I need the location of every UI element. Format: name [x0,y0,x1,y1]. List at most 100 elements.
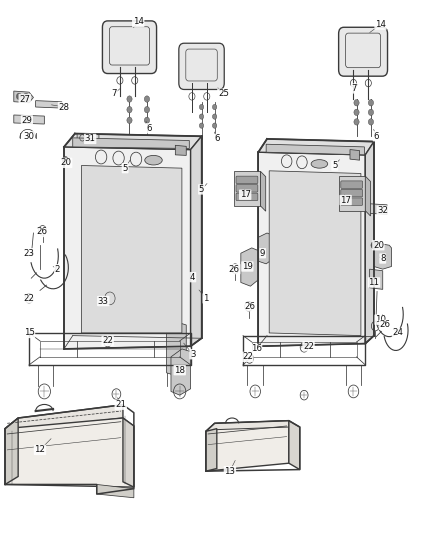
Text: 6: 6 [146,124,152,133]
Text: 5: 5 [122,164,128,173]
Polygon shape [191,136,201,346]
Text: 14: 14 [133,18,144,27]
Polygon shape [374,243,392,269]
Polygon shape [166,322,186,375]
Text: 15: 15 [24,328,35,337]
Polygon shape [5,418,18,484]
Text: 7: 7 [352,84,357,93]
Text: 24: 24 [392,328,403,337]
Circle shape [371,241,377,249]
Circle shape [23,93,28,100]
FancyBboxPatch shape [236,184,258,192]
Polygon shape [206,421,289,431]
Polygon shape [14,91,33,103]
FancyBboxPatch shape [102,21,156,74]
Polygon shape [206,421,289,471]
Polygon shape [266,144,364,155]
Polygon shape [5,405,123,431]
Polygon shape [64,147,191,349]
Polygon shape [258,152,365,346]
Circle shape [212,104,217,110]
Polygon shape [370,269,383,289]
Circle shape [145,96,150,102]
Text: 9: 9 [260,249,265,258]
Polygon shape [350,150,360,160]
Text: 21: 21 [115,400,126,409]
Polygon shape [81,165,182,333]
Text: 13: 13 [224,467,235,475]
Text: 33: 33 [98,296,109,305]
Circle shape [368,109,374,116]
Polygon shape [5,418,134,487]
Text: 26: 26 [229,265,240,273]
Circle shape [145,107,150,113]
Text: 32: 32 [377,206,388,215]
Text: 26: 26 [244,302,255,311]
Text: 22: 22 [242,352,253,361]
Polygon shape [171,349,191,395]
Polygon shape [289,421,300,470]
Polygon shape [339,176,365,211]
Circle shape [199,123,204,128]
Text: 12: 12 [35,446,46,455]
Circle shape [212,123,217,128]
Text: 14: 14 [375,20,386,29]
Circle shape [127,107,132,113]
Polygon shape [123,418,134,487]
Text: 3: 3 [190,350,195,359]
Circle shape [199,104,204,110]
Polygon shape [365,176,371,216]
FancyBboxPatch shape [179,43,224,90]
Text: 26: 26 [379,320,390,329]
Circle shape [145,117,150,124]
Text: 11: 11 [368,278,379,287]
Text: 22: 22 [102,336,113,345]
Ellipse shape [311,160,328,168]
Text: 5: 5 [199,185,204,194]
Polygon shape [73,138,189,149]
Circle shape [127,96,132,102]
Circle shape [199,114,204,119]
Text: 22: 22 [24,294,35,303]
Text: 27: 27 [19,94,30,103]
Polygon shape [64,134,201,150]
Polygon shape [258,139,374,155]
Circle shape [354,109,359,116]
Circle shape [127,117,132,124]
Text: 5: 5 [332,161,337,170]
Text: 2: 2 [55,265,60,273]
FancyBboxPatch shape [236,193,258,200]
Text: 7: 7 [111,89,117,98]
Polygon shape [14,115,44,124]
Polygon shape [241,248,258,286]
Circle shape [16,93,21,100]
Polygon shape [77,134,99,143]
Text: 17: 17 [340,196,351,205]
Circle shape [368,119,374,125]
Text: 6: 6 [214,134,219,143]
Text: 19: 19 [242,262,253,271]
Text: 26: 26 [37,228,48,237]
Circle shape [354,100,359,106]
Polygon shape [175,146,186,156]
Circle shape [368,100,374,106]
FancyBboxPatch shape [236,176,258,183]
Polygon shape [97,484,134,498]
Text: 4: 4 [190,273,195,281]
Text: 6: 6 [374,132,379,141]
Polygon shape [365,142,374,344]
Text: 10: 10 [375,315,386,324]
Circle shape [212,114,217,119]
Text: 8: 8 [380,254,385,263]
Text: 22: 22 [303,342,314,351]
FancyBboxPatch shape [341,181,363,188]
Polygon shape [269,171,361,336]
Ellipse shape [145,156,162,165]
Circle shape [354,119,359,125]
Polygon shape [234,171,261,206]
Polygon shape [258,233,274,264]
Text: 17: 17 [240,190,251,199]
Text: 20: 20 [373,241,384,250]
Text: 23: 23 [24,249,35,258]
Text: 16: 16 [251,344,261,353]
